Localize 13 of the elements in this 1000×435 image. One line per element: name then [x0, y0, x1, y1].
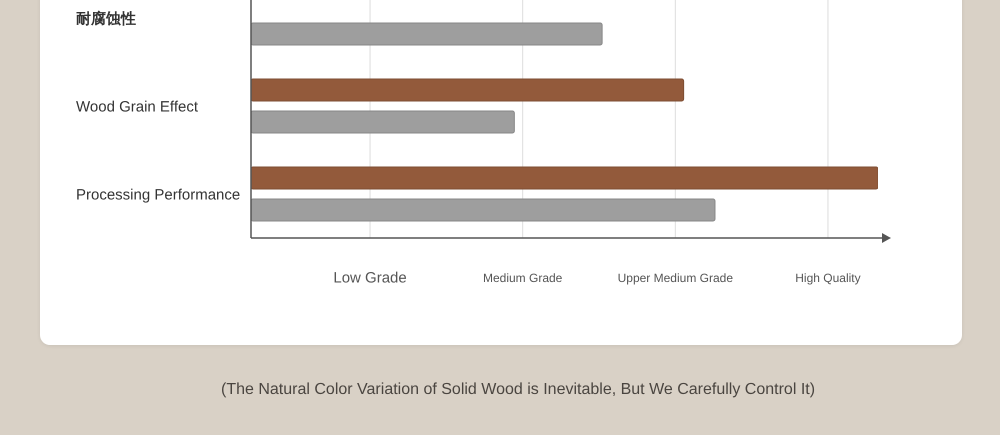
bar: [251, 198, 716, 222]
bar: [251, 166, 878, 190]
bar: [251, 110, 515, 134]
text: Medium Grade: [482, 271, 562, 285]
text: Upper Medium Grade: [618, 271, 734, 285]
text: Low Grade: [333, 270, 407, 286]
y-tick-label: Wood Grain Effect: [76, 98, 199, 116]
bar: [251, 78, 684, 102]
bar: [251, 22, 603, 46]
y-tick-label: 耐腐蚀性: [76, 9, 136, 28]
text: High Quality: [795, 271, 861, 285]
y-tick-label: Processing Performance: [76, 186, 240, 204]
text: (The Natural Color Variation of Solid Wood is Inevitable, But We Carefully Control It): [221, 381, 816, 399]
